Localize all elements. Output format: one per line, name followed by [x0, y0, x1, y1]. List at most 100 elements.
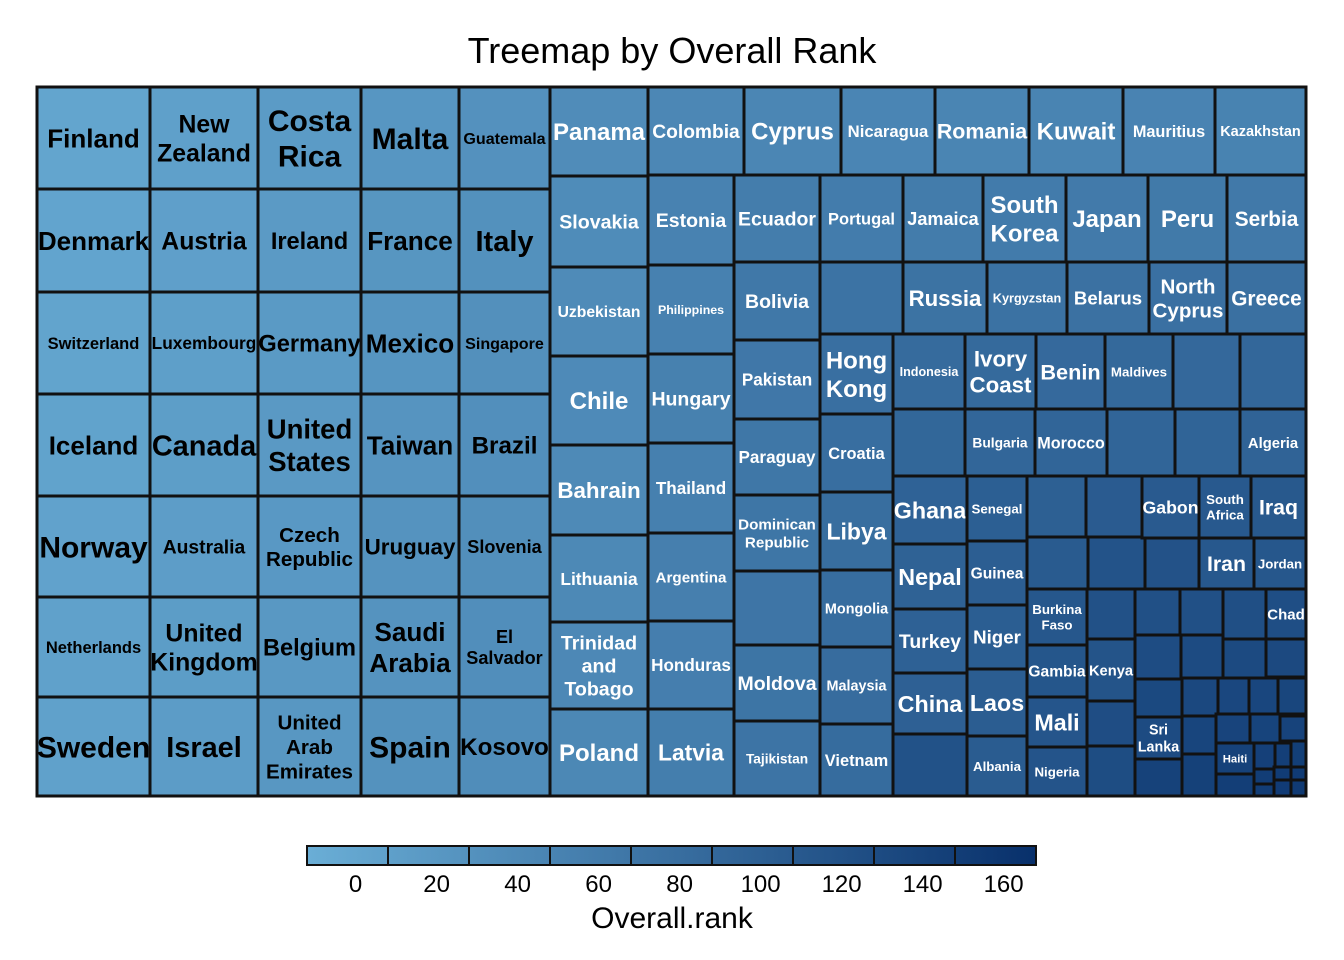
cell-japan [1064, 173, 1150, 264]
label-ghana: Ghana [894, 497, 968, 523]
label-taiwan: Taiwan [367, 430, 454, 460]
cell- [1289, 778, 1308, 798]
label-australia: Australia [163, 537, 246, 558]
cell-belgium [256, 595, 363, 699]
cell-north-cyprus [1147, 260, 1229, 336]
cell- [1084, 474, 1144, 539]
label-albania: Albania [973, 759, 1022, 774]
label-lithuania: Lithuania [560, 569, 638, 589]
cell- [1133, 677, 1184, 719]
cell-switzerland [35, 290, 152, 396]
label-greece: Greece [1231, 288, 1302, 311]
label-finland: Finland [47, 123, 139, 153]
label-mongolia: Mongolia [825, 602, 889, 618]
label-colombia: Colombia [652, 122, 740, 143]
label-jamaica: Jamaica [907, 209, 979, 229]
legend-tick-label: 0 [349, 871, 362, 898]
cell-kazakhstan [1213, 85, 1308, 177]
cell- [1289, 739, 1308, 769]
cell-finland [35, 85, 152, 191]
label-mali: Mali [1034, 709, 1079, 735]
label-new-zealand: New Zealand [157, 111, 251, 167]
cell- [1273, 741, 1293, 769]
cell- [1085, 744, 1137, 798]
label-united-arab-emirates: United Arab Emirates [266, 712, 353, 784]
label-estonia: Estonia [656, 210, 727, 232]
label-portugal: Portugal [828, 210, 895, 228]
cell-turkey [891, 607, 969, 675]
label-mexico: Mexico [366, 328, 454, 358]
label-czech-republic: Czech Republic [266, 524, 353, 571]
label-indonesia: Indonesia [900, 365, 960, 379]
label-south-africa: South Africa [1206, 492, 1244, 523]
cell-haiti [1214, 741, 1256, 776]
label-nicaragua: Nicaragua [848, 122, 929, 141]
label-costa-rica: Costa Rica [268, 105, 352, 173]
label-gabon: Gabon [1142, 497, 1198, 517]
label-cyprus: Cyprus [751, 119, 834, 146]
label-paraguay: Paraguay [739, 448, 816, 467]
cell-kenya [1085, 637, 1137, 703]
label-sri-lanka: Sri Lanka [1138, 723, 1180, 756]
cell-burkina-faso [1025, 587, 1089, 647]
label-poland: Poland [559, 740, 639, 767]
label-denmark: Denmark [38, 226, 150, 256]
cell- [1173, 407, 1242, 478]
cell-lithuania [548, 533, 650, 624]
label-switzerland: Switzerland [48, 335, 140, 353]
chart-title: Treemap by Overall Rank [467, 30, 877, 71]
label-bahrain: Bahrain [557, 478, 640, 503]
cell-vietnam [818, 722, 895, 798]
cell-brazil [457, 392, 552, 498]
cell-thailand [646, 441, 736, 535]
cell-united-states [256, 392, 363, 498]
color-legend: 0 20 40 60 80 100 120 140 160 [306, 845, 1037, 898]
cell- [1133, 633, 1183, 681]
label-uruguay: Uruguay [365, 535, 456, 560]
label-haiti: Haiti [1223, 754, 1247, 766]
label-pakistan: Pakistan [742, 371, 812, 390]
cell- [1238, 332, 1308, 411]
legend-tick-label: 160 [984, 871, 1024, 898]
legend-tick-label: 80 [666, 871, 693, 898]
cell- [1105, 407, 1177, 478]
cell-canada [148, 392, 260, 498]
label-laos: Laos [970, 690, 1024, 716]
cell- [891, 407, 967, 478]
cell-romania [933, 85, 1031, 177]
label-iceland: Iceland [49, 430, 139, 460]
label-libya: Libya [826, 518, 886, 544]
label-malta: Malta [372, 123, 449, 156]
cell-france [359, 187, 461, 294]
cell- [1221, 587, 1268, 641]
cell- [1085, 587, 1137, 641]
label-gambia: Gambia [1028, 664, 1086, 681]
label-china: China [898, 691, 964, 717]
label-ecuador: Ecuador [738, 209, 816, 231]
legend-tick-label: 60 [585, 871, 612, 898]
cell-senegal [965, 474, 1029, 543]
cell- [891, 732, 969, 798]
cell-guatemala [457, 85, 552, 191]
cell- [1133, 757, 1184, 798]
cell- [1248, 712, 1282, 745]
cell- [1178, 587, 1225, 637]
cell-algeria [1238, 407, 1308, 478]
cell- [1289, 765, 1308, 782]
label-maldives: Maldives [1111, 364, 1167, 379]
cell-colombia [646, 85, 746, 177]
cell- [1264, 637, 1308, 679]
label-jordan: Jordan [1258, 556, 1302, 571]
legend-tick-label: 120 [822, 871, 862, 898]
label-south-korea: South Korea [990, 192, 1059, 247]
cell- [1180, 714, 1218, 756]
cell-sri-lanka [1133, 715, 1184, 761]
cell-mauritius [1121, 85, 1217, 177]
legend-tick-label: 140 [903, 871, 943, 898]
label-singapore: Singapore [465, 335, 544, 353]
cell-malaysia [818, 645, 895, 726]
label-bolivia: Bolivia [745, 291, 809, 313]
cell-ivory-coast [963, 332, 1038, 411]
cell- [1143, 536, 1201, 591]
cell-croatia [818, 412, 895, 494]
